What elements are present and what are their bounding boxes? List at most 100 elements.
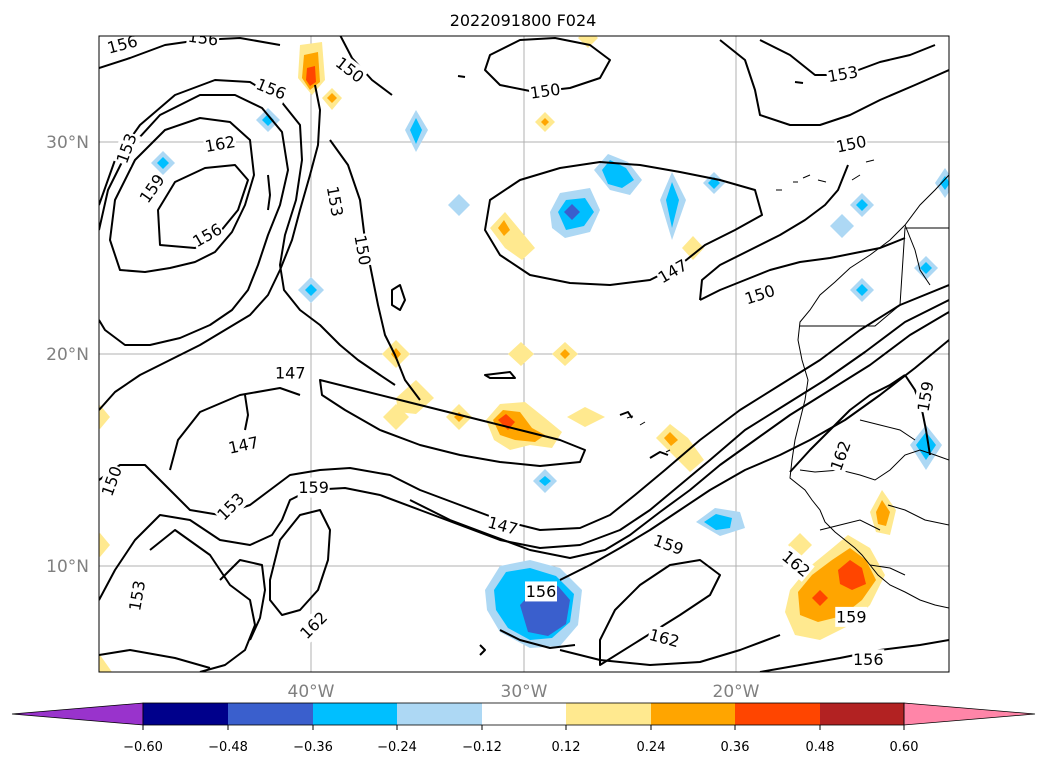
contour-label-background: [825, 61, 861, 87]
colorbar-tick-labels: −0.60 −0.48 −0.36 −0.24 −0.12 0.12 0.24 …: [123, 740, 918, 755]
colorbar-tick-label: 0.24: [637, 740, 666, 755]
lon-label-40w: 40°W: [288, 682, 335, 702]
contour-line: [99, 94, 289, 346]
negative-anomaly: [157, 157, 169, 169]
colorbar-segment: [228, 703, 313, 725]
contour-line: [99, 299, 949, 601]
contour-line: [789, 374, 906, 473]
positive-anomaly: [682, 236, 704, 260]
lat-label-20n: 20°N: [46, 345, 89, 365]
contour-label-background: [99, 462, 127, 500]
contour-label-group: 162: [202, 131, 238, 157]
political-border: [799, 449, 949, 481]
negative-anomaly: [916, 432, 936, 460]
positive-anomaly: [383, 404, 409, 430]
contour-label-background: [646, 624, 683, 652]
positive-anomaly: [99, 533, 110, 557]
colorbar-tick-label: 0.48: [806, 740, 835, 755]
contour-label-background: [274, 363, 307, 384]
contour-label-background: [833, 131, 869, 158]
contour-label-group: 159: [912, 378, 939, 414]
contour-label-background: [185, 36, 221, 51]
positive-anomaly: [838, 560, 866, 590]
shaded-anomalies: [99, 36, 949, 672]
contour-label-background: [835, 606, 868, 627]
negative-anomaly: [410, 118, 422, 144]
negative-anomaly: [704, 514, 732, 530]
contour-line: [99, 84, 321, 411]
contour-label-group: 159: [835, 606, 868, 627]
colorbar-tick-label: 0.60: [890, 740, 919, 755]
negative-anomaly: [448, 194, 470, 216]
contour-label-background: [188, 218, 227, 252]
positive-anomaly: [99, 405, 110, 429]
positive-anomaly: [498, 220, 510, 236]
contour-line: [719, 39, 949, 126]
contour-label: 159: [298, 478, 329, 497]
colorbar-segment: [397, 703, 482, 725]
colorbar-tick-label: −0.60: [123, 740, 163, 755]
contour-label-group: 153: [825, 61, 861, 87]
colorbar-segment: [313, 703, 397, 725]
contour-line: [219, 559, 266, 641]
contour-label-background: [825, 437, 856, 475]
contour-label-background: [349, 232, 376, 268]
contour-label-background: [528, 78, 563, 104]
colorbar-frame: [142, 702, 905, 726]
coastlines: [626, 159, 949, 609]
positive-anomaly: [327, 93, 337, 103]
political-border: [819, 519, 881, 531]
political-border: [869, 564, 906, 576]
colorbar-extend-max: [903, 702, 1036, 726]
colorbar-segment: [820, 703, 904, 725]
negative-anomaly: [920, 262, 932, 274]
contour-line: [319, 379, 586, 467]
contour-label-background: [134, 169, 170, 208]
contour-line: [244, 394, 249, 431]
negative-anomaly: [262, 114, 274, 126]
colorbar-tick-label: −0.48: [208, 740, 248, 755]
negative-anomaly: [564, 204, 580, 220]
positive-anomaly: [99, 655, 112, 672]
contour-label-group: 150: [528, 78, 563, 104]
colorbar-segment: [735, 703, 820, 725]
political-border: [800, 227, 949, 327]
contour-label-group: 156: [185, 36, 221, 51]
colorbar-segment: [143, 703, 228, 725]
lon-label-30w: 30°W: [501, 682, 548, 702]
contour-label: 147: [275, 364, 306, 383]
contour-line: [479, 644, 486, 656]
contour-line: [457, 75, 466, 78]
negative-anomaly: [666, 182, 679, 228]
positive-anomaly: [578, 36, 598, 48]
contour-line: [149, 529, 256, 672]
contour-label-group: 147: [274, 363, 307, 384]
contour-label-background: [741, 280, 779, 310]
contour-line: [484, 161, 763, 286]
colorbar-segment: [482, 703, 566, 725]
contour-line: [99, 284, 949, 531]
lat-label-10n: 10°N: [46, 557, 89, 577]
positive-anomaly: [664, 432, 678, 446]
positive-anomaly: [306, 66, 316, 86]
contour-label-background: [650, 529, 687, 560]
contour-label-group: 147: [484, 511, 521, 540]
canary-islands: [776, 159, 875, 191]
contour-label-background: [322, 183, 348, 219]
negative-anomaly: [305, 284, 317, 296]
contour-label-background: [295, 606, 333, 644]
contour-label-background: [330, 52, 369, 88]
colorbar-tick-label: −0.12: [462, 740, 502, 755]
contour-label-background: [653, 254, 692, 288]
colorbar-tick-label: −0.36: [293, 740, 333, 755]
contour-label-background: [212, 488, 250, 526]
contour-label-background: [525, 581, 557, 602]
contour-label-group: 159: [297, 477, 330, 498]
positive-anomaly: [876, 500, 890, 526]
negative-anomaly: [856, 284, 868, 296]
contour-label-background: [777, 545, 815, 582]
contour-label-background: [252, 73, 290, 105]
colorbar-extend-min: [11, 702, 144, 726]
